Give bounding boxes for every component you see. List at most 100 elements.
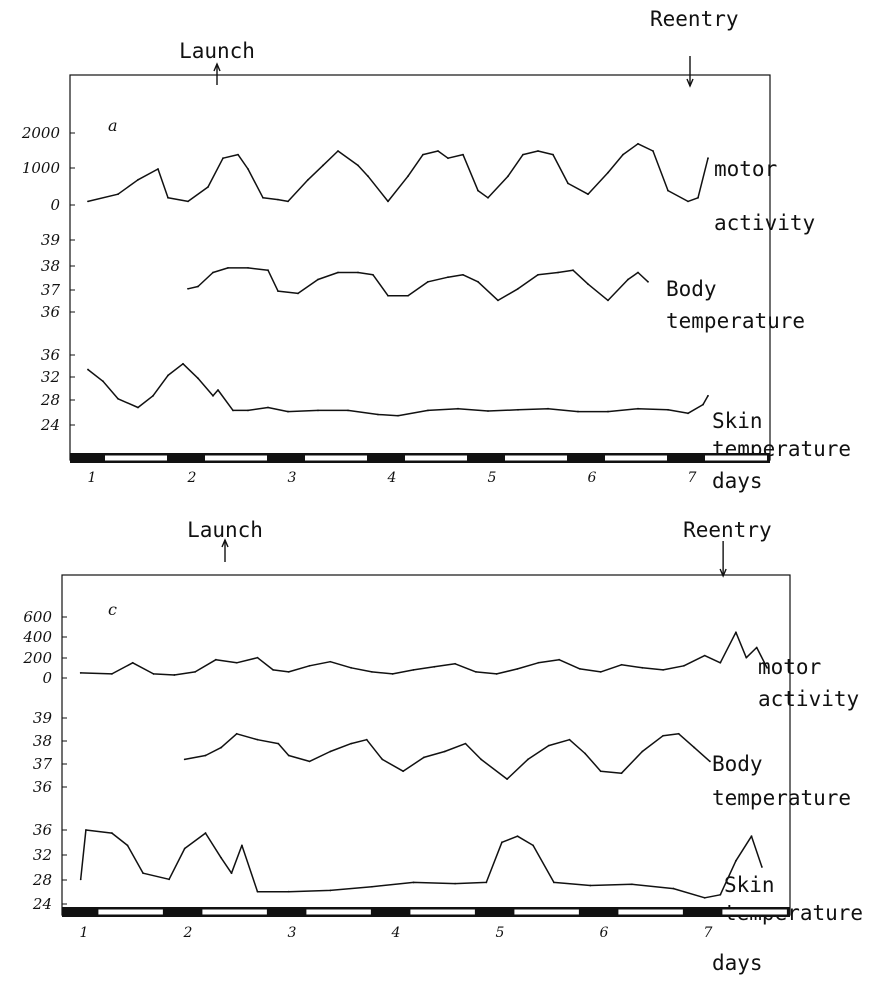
data-point [204,832,207,834]
data-point [111,673,113,675]
series-label-line: motor [758,655,821,679]
series-label-line: Skin [724,873,775,897]
data-point [677,732,680,735]
data-point [137,406,139,409]
data-point [683,664,685,667]
data-point [641,750,644,753]
y-tick-label: 32 [33,846,52,864]
reentry-label: Reentry [650,7,739,31]
data-point [607,171,609,174]
data-point [497,299,499,302]
y-tick-label: 36 [41,346,61,364]
data-point [183,758,186,761]
series-line [79,829,763,899]
data-point [241,844,243,847]
data-point [111,832,113,834]
data-point [329,889,332,892]
data-point [516,835,519,838]
panel-letter: c [108,600,117,619]
data-point [412,881,415,884]
data-point [501,841,503,844]
data-point [537,273,539,276]
light-period [205,455,267,461]
y-tick-label: 36 [33,821,53,839]
data-point [517,408,519,411]
data-point [707,157,709,160]
data-point [232,409,234,412]
data-point [256,890,259,893]
data-point [407,175,409,178]
data-point [584,752,587,755]
data-point [215,658,217,661]
data-point [197,377,199,380]
y-tick-label: 2000 [21,124,61,142]
subplot-body-temperature: 39 38 37 36 Body temperature [33,709,851,810]
data-point [433,665,436,668]
data-point [237,153,239,156]
data-point [599,770,602,773]
data-point [308,664,311,667]
data-point [167,374,169,377]
data-point [287,754,290,757]
data-point [407,294,409,297]
data-point [735,859,737,862]
data-point [652,150,654,152]
data-point [662,734,665,737]
data-point [322,164,324,167]
series-label-line: activity [714,211,815,235]
data-point [537,150,539,152]
data-point [464,742,467,745]
day-tick-label: 4 [391,925,401,941]
light-period [305,455,367,461]
data-point [365,738,368,741]
data-point [217,389,219,391]
data-point [317,278,319,281]
day-tick-label: 3 [288,470,297,486]
light-period [98,909,163,915]
subplot-body-temperature: 39 38 37 36 Body temperature [41,231,805,333]
data-point [607,410,609,413]
data-point [350,666,353,669]
data-point [387,200,389,203]
data-point [87,200,89,203]
data-point [537,661,540,664]
data-point [577,410,579,413]
data-point [337,150,339,152]
chart-panel-a: a Launch Reentry 2000 1000 0 motor activity 39 38… [21,7,851,493]
data-point [267,269,269,272]
data-point [703,896,706,899]
day-night-bar [62,907,790,917]
data-point [207,186,209,188]
y-tick-label: 400 [22,628,52,646]
data-point [599,671,602,673]
panel-letter: a [108,116,118,135]
y-tick-label: 0 [42,669,52,687]
data-point [719,893,722,896]
subplot-motor-activity: 2000 1000 0 motor activity [21,124,815,235]
data-point [277,290,279,292]
light-period [306,909,371,915]
day-tick-label: 5 [488,470,497,486]
y-tick-label: 1000 [22,159,61,177]
data-point [480,758,483,761]
data-point [137,178,139,181]
data-point [475,671,477,673]
data-point [377,413,379,416]
data-point [350,742,353,745]
data-point [397,414,399,417]
series-line [87,363,709,417]
data-point [547,744,550,747]
day-tick-label: 2 [187,470,197,486]
y-tick-label: 38 [33,732,52,750]
data-point [672,887,675,890]
data-point [462,273,464,276]
data-point [412,668,415,671]
data-point [267,406,269,409]
data-point [387,294,389,297]
data-point [235,732,238,735]
data-point [422,153,424,156]
data-point [637,407,639,410]
data-point [277,198,279,201]
